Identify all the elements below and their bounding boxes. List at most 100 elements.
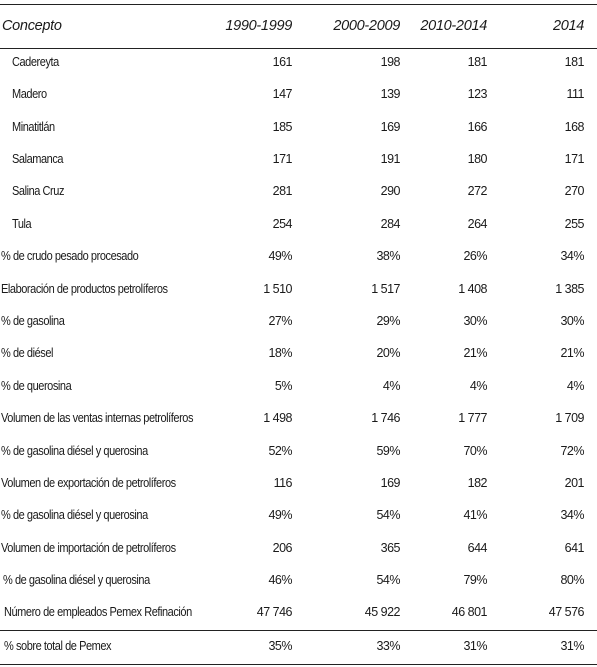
header-2014: 2014: [552, 18, 584, 34]
table-row: Número de empleados Pemex Refinación 47 …: [0, 598, 597, 630]
cell-2010-2014: 181: [467, 55, 488, 69]
cell-2014: 47 576: [548, 605, 585, 619]
table-row: % de gasolina diésel y querosina 52% 59%…: [0, 437, 597, 469]
cell-1990-1999: 185: [272, 120, 293, 134]
cell-2010-2014: 182: [467, 476, 488, 490]
cell-2000-2009: 20%: [376, 346, 400, 360]
cell-1990-1999: 281: [272, 184, 293, 198]
table-row: Volumen de las ventas internas petrolífe…: [0, 404, 597, 436]
cell-2000-2009: 54%: [376, 508, 400, 522]
cell-2014: 4%: [566, 379, 585, 393]
row-label: % de gasolina diésel y querosina: [3, 573, 150, 587]
cell-2014: 1 385: [555, 282, 584, 296]
header-rule: [0, 48, 597, 49]
table-row: % de gasolina diésel y querosina 46% 54%…: [0, 566, 597, 598]
cell-1990-1999: 161: [272, 55, 293, 69]
table-row: % sobre total de Pemex 35% 33% 31% 31%: [0, 632, 597, 664]
cell-2010-2014: 21%: [463, 346, 487, 360]
cell-2014: 21%: [560, 346, 584, 360]
cell-2014: 111: [566, 87, 584, 101]
table-row: Salamanca 171 191 180 171: [0, 145, 597, 177]
header-2000-2009: 2000-2009: [333, 18, 400, 34]
cell-1990-1999: 46%: [268, 573, 292, 587]
cell-1990-1999: 49%: [268, 249, 292, 263]
table-row: % de gasolina 27% 29% 30% 30%: [0, 307, 597, 339]
cell-2014: 30%: [560, 314, 584, 328]
table-row: Volumen de importación de petrolíferos 2…: [0, 534, 597, 566]
cell-2000-2009: 290: [380, 184, 401, 198]
cell-2000-2009: 45 922: [364, 605, 401, 619]
cell-2014: 1 709: [555, 411, 584, 425]
cell-2000-2009: 139: [380, 87, 401, 101]
top-rule: [0, 4, 597, 5]
cell-1990-1999: 18%: [268, 346, 292, 360]
table-row: % de diésel 18% 20% 21% 21%: [0, 339, 597, 371]
cell-2000-2009: 365: [380, 541, 401, 555]
row-label: % sobre total de Pemex: [4, 639, 112, 653]
cell-2000-2009: 59%: [376, 444, 400, 458]
table-row: Elaboración de productos petrolíferos 1 …: [0, 275, 597, 307]
cell-2014: 641: [564, 541, 585, 555]
header-2010-2014: 2010-2014: [420, 18, 487, 34]
row-label: Número de empleados Pemex Refinación: [4, 605, 192, 619]
cell-2010-2014: 46 801: [451, 605, 488, 619]
table-row: % de crudo pesado procesado 49% 38% 26% …: [0, 242, 597, 274]
row-label: Madero: [12, 87, 47, 101]
footer-rule: [0, 630, 597, 631]
cell-2014: 201: [564, 476, 585, 490]
table-row: Volumen de exportación de petrolíferos 1…: [0, 469, 597, 501]
cell-2010-2014: 4%: [469, 379, 488, 393]
cell-1990-1999: 47 746: [256, 605, 293, 619]
table-header: Concepto 1990-1999 2000-2009 2010-2014 2…: [0, 4, 597, 48]
header-concept: Concepto: [2, 18, 62, 34]
row-label: Volumen de exportación de petrolíferos: [1, 476, 176, 490]
row-label: % de gasolina diésel y querosina: [1, 444, 148, 458]
row-label: Elaboración de productos petrolíferos: [1, 282, 168, 296]
cell-2000-2009: 33%: [376, 639, 400, 653]
cell-1990-1999: 116: [273, 476, 293, 490]
cell-2010-2014: 79%: [463, 573, 487, 587]
cell-2014: 34%: [560, 249, 584, 263]
cell-2014: 168: [564, 120, 585, 134]
cell-2010-2014: 272: [467, 184, 488, 198]
cell-2000-2009: 169: [380, 120, 401, 134]
table-row: % de gasolina diésel y querosina 49% 54%…: [0, 501, 597, 533]
cell-2014: 171: [564, 152, 585, 166]
cell-2014: 72%: [560, 444, 584, 458]
table-row: Minatitlán 185 169 166 168: [0, 113, 597, 145]
cell-1990-1999: 27%: [268, 314, 292, 328]
cell-2000-2009: 54%: [376, 573, 400, 587]
cell-2010-2014: 180: [467, 152, 488, 166]
cell-1990-1999: 49%: [268, 508, 292, 522]
row-label: Cadereyta: [12, 55, 59, 69]
cell-2010-2014: 264: [467, 217, 488, 231]
cell-2000-2009: 1 746: [371, 411, 400, 425]
row-label: Tula: [12, 217, 32, 231]
cell-1990-1999: 254: [272, 217, 293, 231]
cell-2010-2014: 1 408: [458, 282, 487, 296]
row-label: % de diésel: [1, 346, 54, 360]
cell-2000-2009: 38%: [376, 249, 400, 263]
table-row: Salina Cruz 281 290 272 270: [0, 177, 597, 209]
bottom-rule: [0, 664, 597, 665]
cell-2000-2009: 284: [380, 217, 401, 231]
cell-2010-2014: 41%: [463, 508, 487, 522]
cell-1990-1999: 35%: [268, 639, 292, 653]
table-row: Madero 147 139 123 111: [0, 80, 597, 112]
cell-1990-1999: 1 510: [263, 282, 292, 296]
row-label: Volumen de las ventas internas petrolífe…: [1, 411, 194, 425]
cell-2010-2014: 70%: [463, 444, 487, 458]
cell-2000-2009: 191: [380, 152, 401, 166]
cell-2010-2014: 31%: [463, 639, 487, 653]
cell-1990-1999: 206: [272, 541, 293, 555]
header-1990-1999: 1990-1999: [225, 18, 292, 34]
row-label: Minatitlán: [12, 120, 55, 134]
row-label: Salina Cruz: [12, 184, 65, 198]
cell-2000-2009: 1 517: [371, 282, 400, 296]
cell-1990-1999: 1 498: [263, 411, 292, 425]
cell-2010-2014: 644: [467, 541, 488, 555]
cell-1990-1999: 5%: [274, 379, 293, 393]
cell-2010-2014: 123: [467, 87, 488, 101]
cell-2014: 181: [564, 55, 585, 69]
cell-2010-2014: 26%: [463, 249, 487, 263]
